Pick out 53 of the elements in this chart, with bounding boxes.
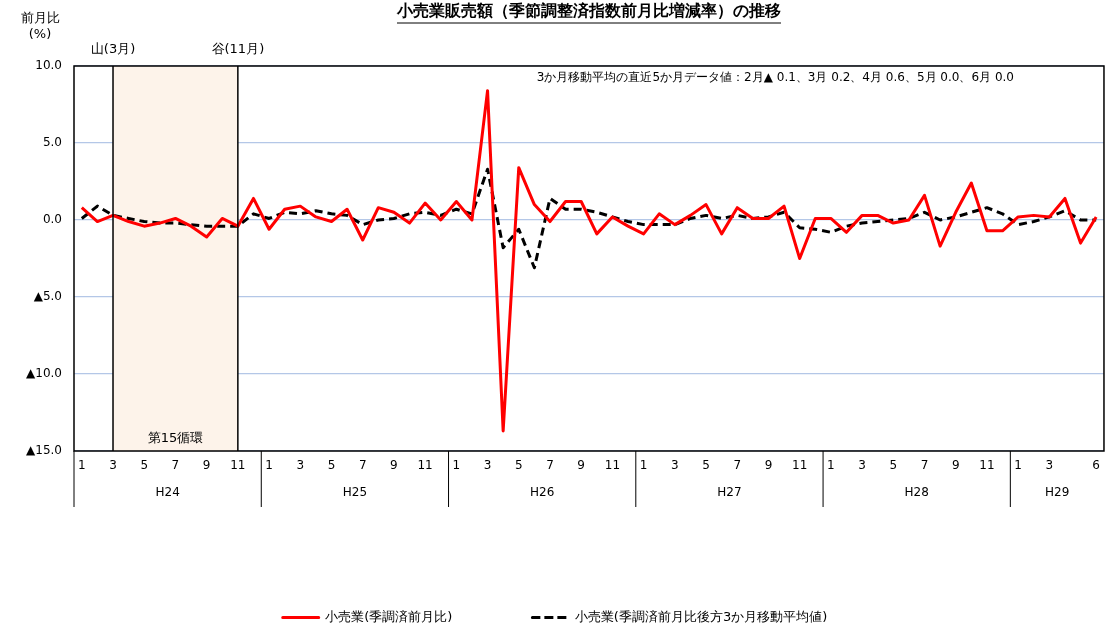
- x-tick-label: 5: [514, 458, 523, 473]
- x-tick-label: 9: [764, 458, 773, 473]
- x-tick-label: 9: [951, 458, 960, 473]
- x-tick-label: 3: [296, 458, 305, 473]
- x-tick-label: 11: [230, 458, 246, 473]
- annotation: 3か月移動平均の直近5か月データ値：2月▲ 0.1、3月 0.2、4月 0.6、5月 0.0、6月 0.0: [536, 70, 1014, 85]
- x-tick-label: 11: [792, 458, 808, 473]
- x-tick-label: 5: [702, 458, 710, 473]
- y-tick-label: 5.0: [42, 135, 62, 150]
- x-tick-label: 7: [733, 458, 742, 473]
- y-tick-label: 0.0: [42, 212, 62, 227]
- chart-title: 小売業販売額（季節調整済指数前月比増減率）の推移: [395, 1, 781, 21]
- x-tick-label: 9: [202, 458, 211, 473]
- x-tick-label: 7: [358, 458, 367, 473]
- legend-label: 小売業(季調済前月比): [325, 608, 453, 624]
- x-tick-label: 1: [265, 458, 273, 473]
- text: H26: [530, 485, 555, 500]
- x-tick-label: 3: [671, 458, 679, 473]
- x-tick-label: 9: [390, 458, 398, 473]
- y-tick-label: ▲15.0: [26, 443, 62, 458]
- ref-line-label: 谷(11月): [211, 40, 265, 56]
- x-tick-label: 9: [577, 458, 585, 473]
- x-tick-label: 11: [417, 458, 433, 473]
- x-tick-label: 3: [858, 458, 866, 473]
- x-tick-label: 1: [827, 458, 835, 473]
- y-axis-title: 前月比 (%): [20, 9, 60, 41]
- legend-label: 小売業(季調済前月比後方3か月移動平均値): [574, 608, 828, 624]
- x-tick-label: 3: [1045, 458, 1054, 473]
- x-tick-label: 1: [77, 458, 86, 473]
- x-tick-label: 11: [604, 458, 621, 473]
- ref-line-label: 山(3月): [90, 40, 136, 56]
- x-tick-label: 7: [546, 458, 554, 473]
- y-tick-label: ▲10.0: [26, 366, 62, 381]
- x-tick-label: 1: [1014, 458, 1022, 473]
- x-tick-label: 1: [639, 458, 648, 473]
- x-tick-label: 7: [171, 458, 180, 473]
- x-tick-label: 5: [327, 458, 336, 473]
- x-tick-label: 11: [979, 458, 995, 473]
- y-tick-label: ▲5.0: [33, 289, 62, 304]
- x-tick-label: 3: [109, 458, 117, 473]
- x-tick-label: 3: [483, 458, 492, 473]
- x-tick-label: 6: [1092, 458, 1100, 473]
- x-tick-label: 7: [920, 458, 929, 473]
- text: H29: [1045, 485, 1070, 500]
- text: H27: [717, 485, 742, 500]
- x-tick-label: 5: [140, 458, 149, 473]
- text: H24: [155, 485, 180, 500]
- text: H25: [342, 485, 368, 500]
- band-label: 第15循環: [147, 429, 204, 445]
- y-tick-label: 10.0: [35, 58, 62, 73]
- text: H28: [904, 485, 929, 500]
- x-tick-label: 5: [889, 458, 898, 473]
- x-tick-label: 1: [452, 458, 461, 473]
